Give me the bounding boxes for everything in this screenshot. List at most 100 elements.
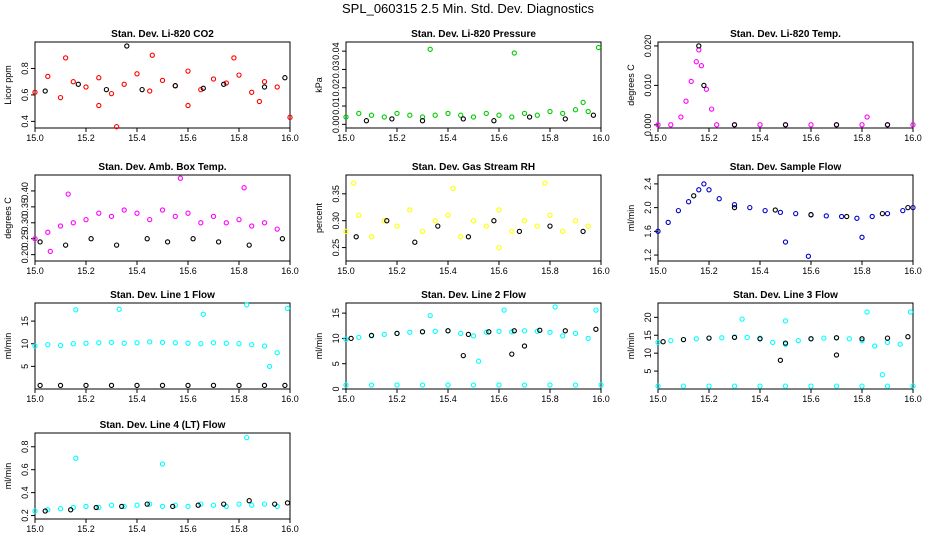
data-point (249, 502, 255, 508)
data-point (116, 306, 122, 312)
data-point (542, 180, 548, 186)
x-tick-label: 15.4 (751, 266, 769, 276)
data-point (121, 340, 127, 346)
data-point (897, 341, 903, 347)
data-point (200, 85, 206, 91)
data-point (793, 210, 799, 217)
data-point (496, 382, 502, 388)
data-point (680, 336, 687, 343)
data-point (680, 383, 687, 389)
data-point (96, 75, 102, 81)
data-point (731, 334, 738, 341)
data-point (833, 335, 840, 341)
plot-frame (34, 432, 291, 520)
data-point (147, 501, 153, 507)
data-point (356, 212, 362, 218)
data-point (185, 340, 191, 346)
data-point (32, 89, 38, 95)
panel-title: Stan. Dev. Li-820 Temp. (730, 29, 841, 40)
data-point (394, 382, 400, 388)
data-point (37, 239, 43, 245)
data-point (838, 213, 845, 220)
data-point (348, 335, 354, 342)
data-point (823, 213, 829, 219)
y-axis-label: percent (314, 202, 324, 233)
data-point (534, 328, 540, 334)
data-point (534, 223, 540, 229)
data-point (496, 207, 502, 213)
data-point (900, 207, 906, 214)
x-tick-label: 15.0 (26, 394, 44, 404)
y-tick-label: 1.6 (643, 225, 653, 238)
data-point (381, 114, 387, 120)
plot-frame (657, 302, 914, 390)
data-point (159, 207, 166, 213)
data-point (465, 234, 472, 240)
data-point (688, 78, 694, 85)
x-tick-label: 15.8 (853, 133, 871, 143)
data-point (113, 242, 120, 248)
data-point (552, 304, 558, 310)
data-point (509, 228, 515, 235)
data-point (42, 88, 48, 94)
data-point (509, 351, 515, 357)
data-point (124, 43, 130, 49)
data-point (470, 218, 477, 224)
data-point (287, 114, 293, 121)
x-tick-label: 15.6 (490, 266, 508, 276)
data-point (458, 330, 464, 337)
data-point (159, 382, 166, 389)
data-point (782, 340, 789, 346)
data-point (244, 434, 250, 441)
y-tick-label: 0.020 (643, 35, 653, 58)
data-point (833, 352, 840, 358)
data-point (407, 329, 413, 335)
data-point (96, 102, 102, 109)
data-point (88, 236, 94, 242)
data-point (261, 84, 268, 90)
y-tick-label: 5 (20, 364, 30, 369)
data-point (223, 220, 229, 226)
panel-title: Stan. Dev. Li-820 Pressure (411, 29, 536, 40)
data-point (389, 116, 395, 122)
data-point (427, 46, 433, 52)
data-point (144, 501, 150, 507)
x-tick-label: 15.4 (128, 394, 146, 404)
data-point (149, 52, 155, 58)
data-point (172, 213, 178, 220)
data-point (907, 309, 914, 315)
data-point (731, 202, 738, 208)
data-point (279, 236, 286, 242)
data-point (159, 339, 166, 346)
data-point (198, 501, 204, 507)
panel-title: Stan. Dev. Line 3 Flow (733, 290, 838, 301)
x-tick-label: 15.2 (77, 266, 95, 276)
data-point (62, 242, 69, 248)
x-tick-label: 15.2 (77, 524, 95, 534)
x-tick-label: 16.0 (904, 266, 922, 276)
data-point (910, 122, 916, 128)
x-tick-label: 15.6 (179, 394, 197, 404)
data-point (846, 336, 852, 342)
data-point (833, 383, 840, 389)
y-tick-label: 0.4 (20, 115, 30, 128)
y-tick-label: 0.35 (20, 198, 30, 216)
page-title: SPL_060315 2.5 Min. Std. Dev. Diagnostic… (342, 1, 594, 16)
panel-title: Stan. Dev. Line 1 Flow (110, 290, 215, 301)
data-point (470, 333, 477, 339)
data-point (231, 55, 237, 61)
data-point (598, 382, 604, 388)
x-tick-label: 15.0 (26, 133, 44, 143)
data-point (343, 114, 349, 120)
data-point (412, 239, 418, 245)
data-point (547, 329, 553, 335)
data-point (496, 112, 502, 118)
data-point (241, 185, 247, 191)
x-tick-label: 15.6 (490, 133, 508, 143)
data-point (585, 335, 591, 342)
x-tick-label: 15.0 (26, 266, 44, 276)
data-point (668, 122, 674, 128)
data-point (96, 504, 102, 511)
data-point (284, 500, 291, 506)
data-point (486, 329, 492, 335)
